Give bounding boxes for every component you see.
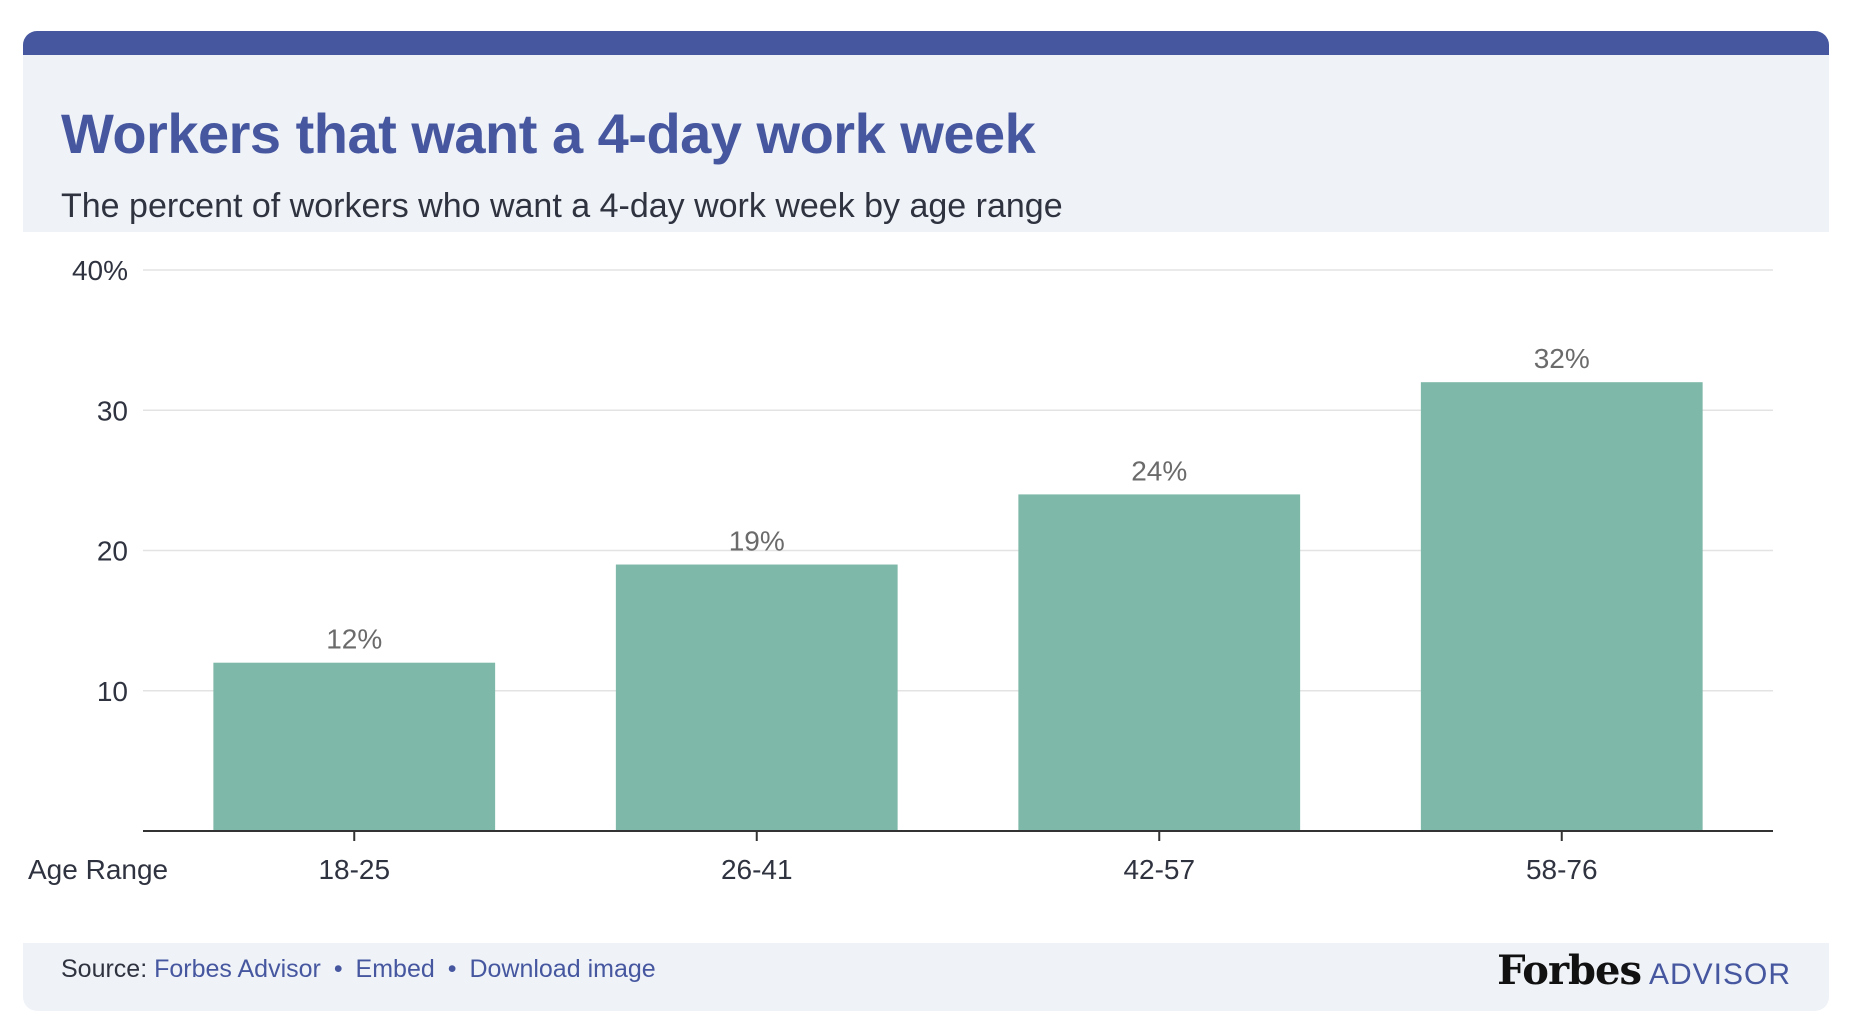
chart-subtitle: The percent of workers who want a 4-day … [61, 187, 1063, 225]
bar-value-label: 12% [326, 624, 382, 655]
bar-value-label: 19% [729, 526, 785, 557]
chart-header: Workers that want a 4-day work week The … [23, 55, 1829, 232]
y-tick-label: 30 [97, 395, 128, 426]
brand-suffix: ADVISOR [1648, 958, 1791, 991]
source-line: Source: Forbes Advisor • Embed • Downloa… [61, 955, 656, 984]
chart-card: Workers that want a 4-day work week The … [23, 31, 1829, 1011]
x-tick-label: 58-76 [1526, 854, 1598, 885]
separator-dot: • [333, 955, 343, 983]
bar-value-label: 24% [1131, 455, 1187, 486]
download-image-link[interactable]: Download image [469, 955, 656, 983]
brand-name: Forbes [1497, 947, 1642, 994]
forbes-advisor-logo: Forbes ADVISOR [1497, 947, 1791, 994]
source-link[interactable]: Forbes Advisor [154, 955, 321, 983]
embed-link[interactable]: Embed [355, 955, 435, 983]
y-tick-label: 10 [97, 676, 128, 707]
x-tick-label: 42-57 [1123, 854, 1195, 885]
chart-footer: Source: Forbes Advisor • Embed • Downloa… [23, 943, 1829, 1011]
bar [615, 564, 898, 831]
bar-chart: 10 20 30 40% 12% 18-25 19% 26-41 24% 42-57 32% 58-7… [28, 255, 1773, 885]
bar [1018, 494, 1301, 831]
separator-dot: • [447, 955, 457, 983]
x-tick-label: 18-25 [318, 854, 390, 885]
y-tick-label: 20 [97, 536, 128, 567]
y-tick-label: 40% [72, 255, 128, 286]
bar [1420, 382, 1703, 831]
accent-bar [23, 31, 1829, 55]
bar-value-label: 32% [1534, 343, 1590, 374]
chart-title: Workers that want a 4-day work week [61, 102, 1036, 165]
x-tick-label: 26-41 [721, 854, 793, 885]
x-axis-title: Age Range [28, 854, 168, 885]
chart-area: 10 20 30 40% 12% 18-25 19% 26-41 24% 42-57 32% 58-7… [23, 232, 1829, 943]
bar [213, 662, 496, 831]
source-label: Source: [61, 955, 148, 983]
